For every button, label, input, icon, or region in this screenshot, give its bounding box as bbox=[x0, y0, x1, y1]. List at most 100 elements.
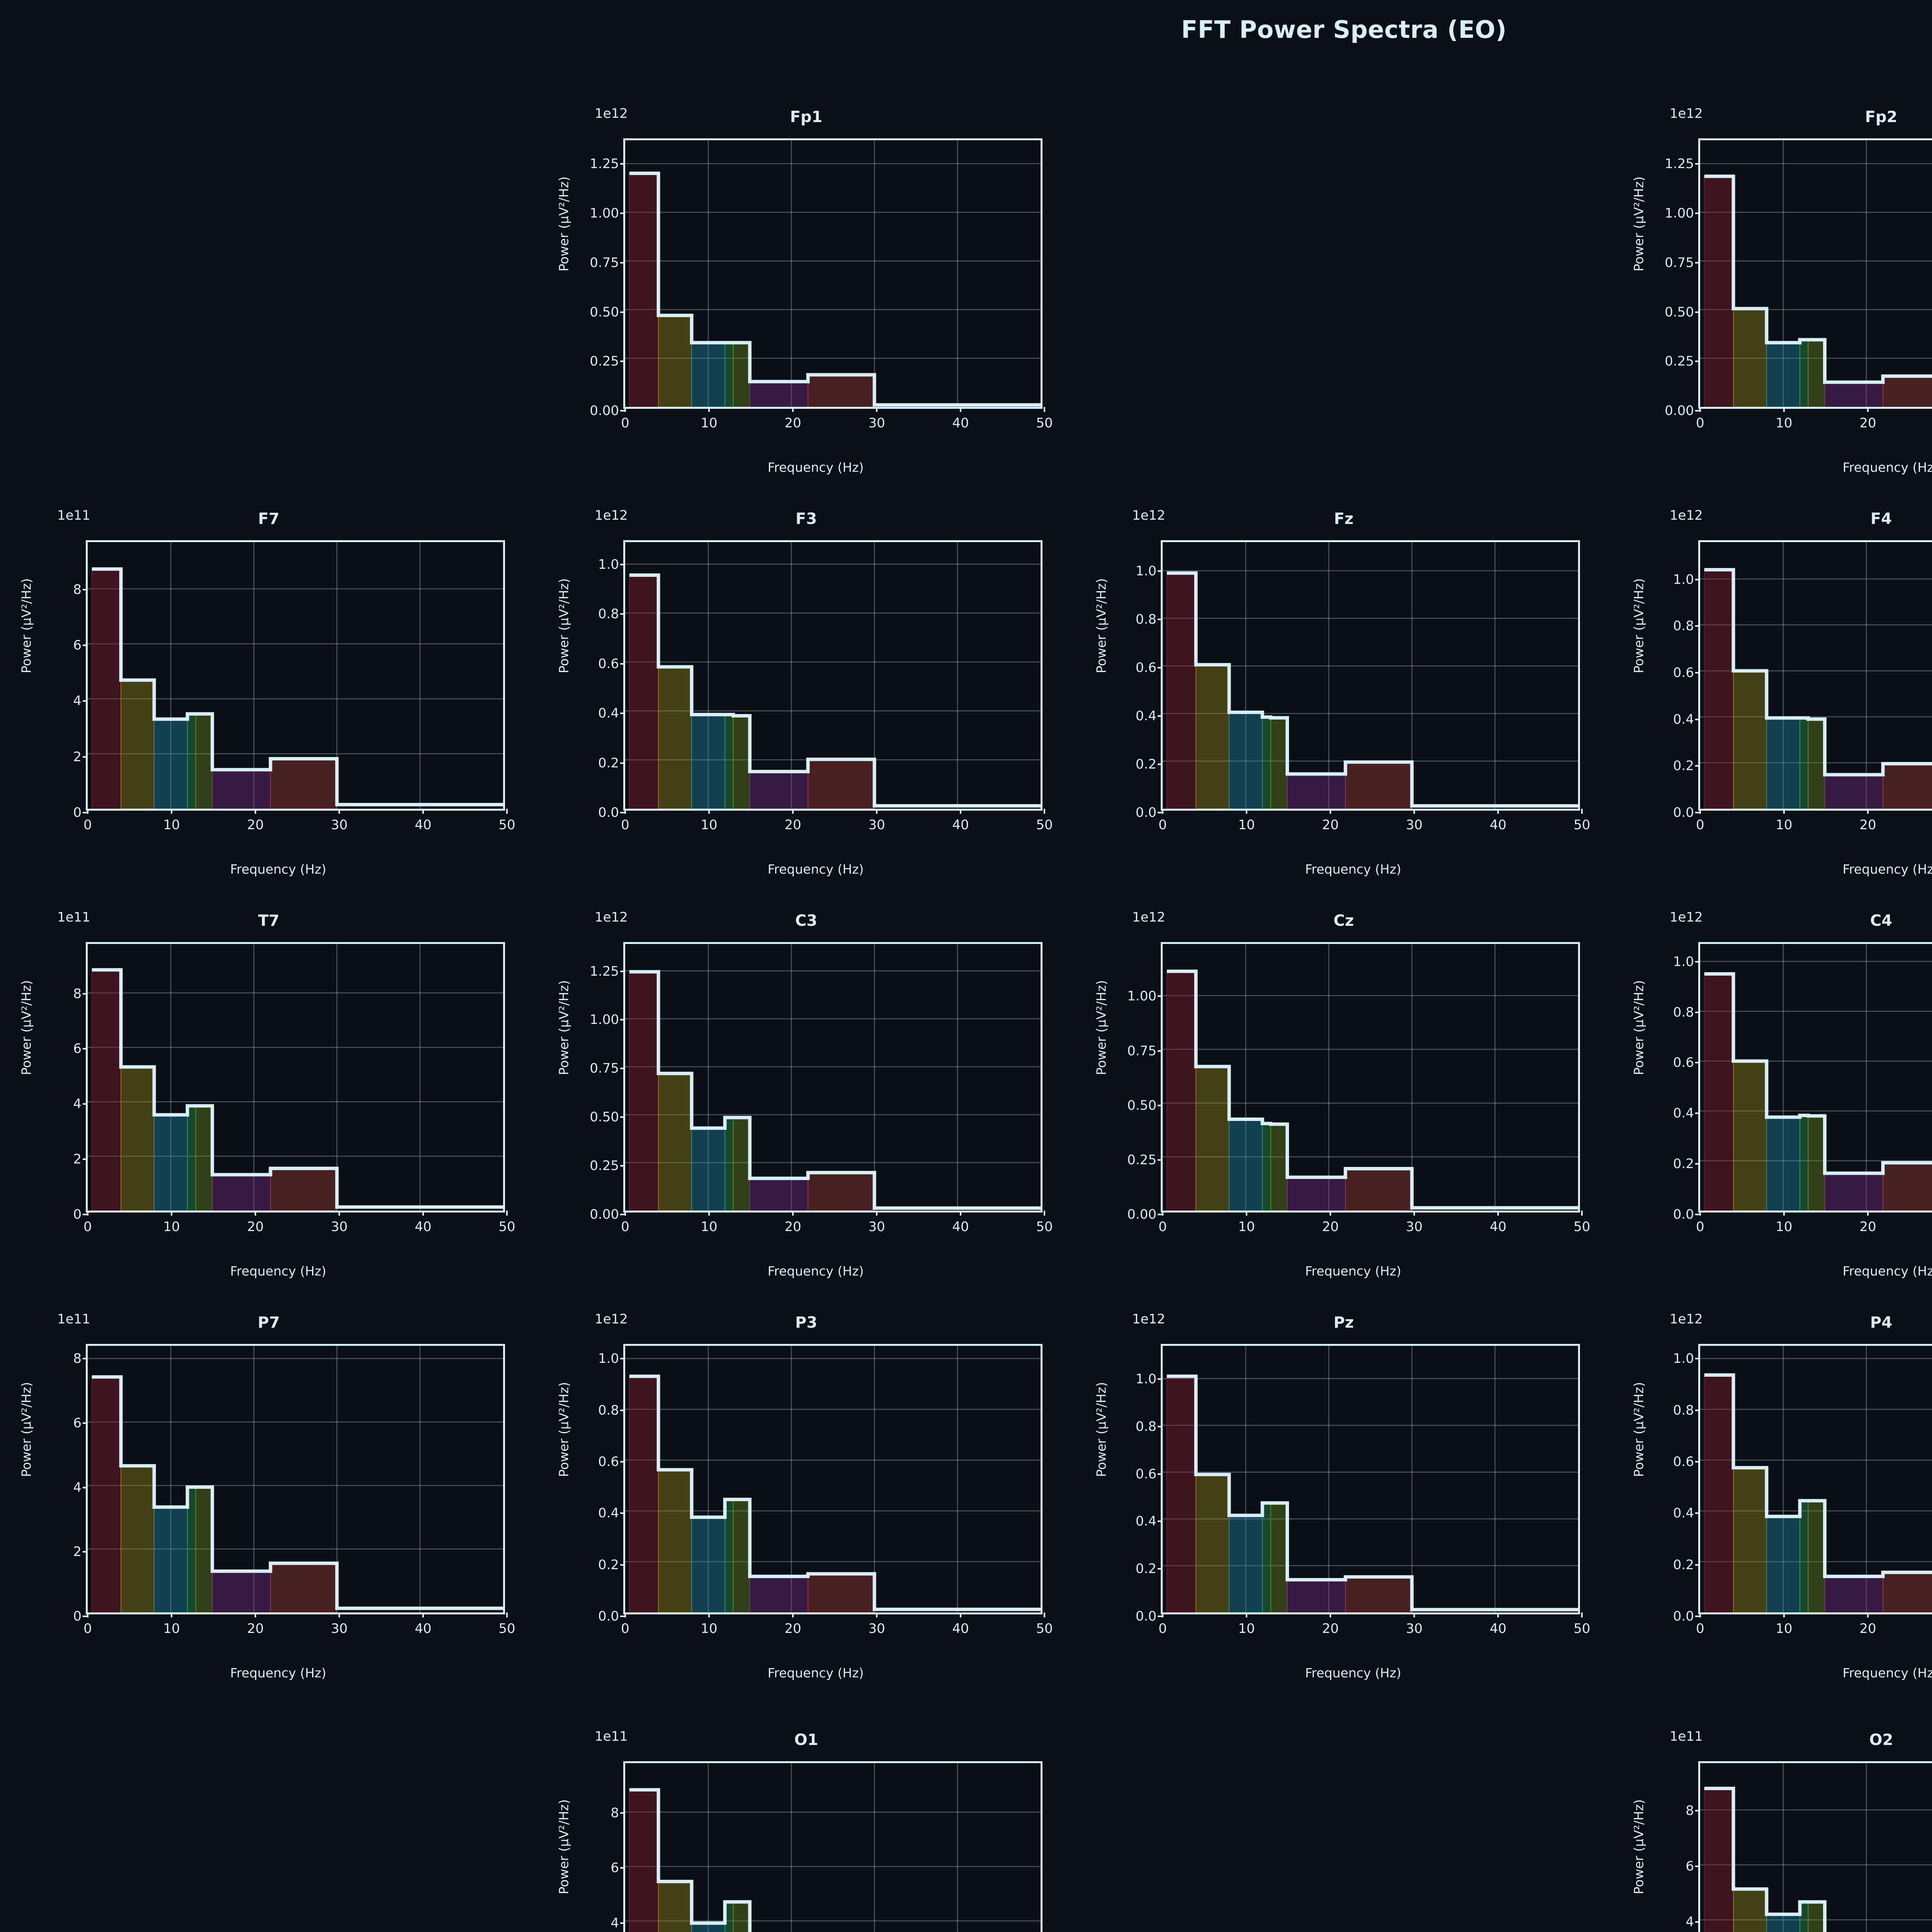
y-tick-label: 0.0 bbox=[1673, 1609, 1694, 1624]
band-alpha bbox=[1766, 1117, 1800, 1211]
y-tick-label: 0.8 bbox=[1673, 1402, 1694, 1418]
y-tick-mark bbox=[1695, 1358, 1700, 1360]
y-tick-label: 8 bbox=[73, 582, 82, 597]
x-tick-mark bbox=[1044, 407, 1045, 412]
band-theta bbox=[1733, 1888, 1767, 1932]
y-tick-mark bbox=[1695, 1512, 1700, 1514]
y-tick-mark bbox=[83, 993, 88, 995]
band-gamma bbox=[1345, 762, 1412, 809]
band-fills bbox=[1166, 1376, 1412, 1612]
y-tick-mark bbox=[1158, 667, 1163, 668]
y-tick-mark bbox=[1158, 570, 1163, 572]
x-tick-label: 50 bbox=[1573, 817, 1590, 833]
band-gamma bbox=[808, 374, 875, 407]
y-tick-label: 0.2 bbox=[598, 1557, 619, 1573]
band-fills bbox=[1704, 569, 1932, 809]
subplot-c4: C4 1e12 Power (μV²/Hz) Frequency (Hz) 0.0 0.2… bbox=[1612, 904, 1932, 1306]
x-tick-label: 20 bbox=[1859, 1621, 1876, 1636]
x-tick-label: 0 bbox=[1696, 1219, 1704, 1235]
band-beta bbox=[749, 771, 808, 809]
band-fills bbox=[1704, 973, 1932, 1211]
x-tick-label: 10 bbox=[701, 1621, 718, 1636]
x-tick-mark bbox=[171, 809, 172, 814]
y-tick-label: 2 bbox=[73, 1151, 82, 1167]
y-tick-mark bbox=[83, 1103, 88, 1105]
x-tick-mark bbox=[171, 1612, 172, 1617]
band-lowbeta bbox=[195, 1486, 213, 1612]
x-tick-label: 0 bbox=[1696, 415, 1704, 431]
x-tick-label: 20 bbox=[784, 1621, 801, 1636]
band-fills bbox=[1166, 573, 1412, 809]
y-tick-mark bbox=[83, 1214, 88, 1215]
x-tick-label: 0 bbox=[621, 1219, 629, 1235]
x-tick-label: 50 bbox=[1573, 1621, 1590, 1636]
band-theta bbox=[121, 1465, 155, 1612]
y-axis-label: Power (μV²/Hz) bbox=[556, 1382, 571, 1477]
y-tick-label: 6 bbox=[1685, 1859, 1694, 1874]
x-tick-mark bbox=[792, 1211, 794, 1216]
y-tick-label: 0.4 bbox=[1673, 1505, 1694, 1521]
y-tick-label: 0.8 bbox=[1135, 1418, 1156, 1434]
x-tick-mark bbox=[1867, 809, 1869, 814]
x-tick-label: 10 bbox=[1776, 1621, 1793, 1636]
y-tick-label: 0.4 bbox=[1135, 1514, 1156, 1529]
x-axis-label: Frequency (Hz) bbox=[1842, 862, 1932, 877]
x-tick-mark bbox=[792, 809, 794, 814]
y-tick-mark bbox=[1695, 1011, 1700, 1013]
subplot-fp1: Fp1 1e12 Power (μV²/Hz) Frequency (Hz) 0.00 0… bbox=[537, 100, 1075, 502]
y-tick-mark bbox=[1695, 1163, 1700, 1165]
y-tick-label: 0.00 bbox=[590, 403, 619, 418]
y-tick-mark bbox=[1158, 995, 1163, 997]
subplot-title: C3 bbox=[795, 912, 818, 930]
band-gamma bbox=[270, 758, 337, 809]
y-tick-label: 2 bbox=[73, 749, 82, 765]
x-tick-label: 20 bbox=[1322, 817, 1339, 833]
y-tick-mark bbox=[83, 588, 88, 590]
subplot-p7: P7 1e11 Power (μV²/Hz) Frequency (Hz) 0 2 4 6 8 0… bbox=[0, 1306, 537, 1708]
x-tick-label: 30 bbox=[868, 1621, 885, 1636]
x-tick-mark bbox=[1246, 809, 1247, 814]
x-tick-label: 40 bbox=[415, 1219, 432, 1235]
y-tick-mark bbox=[1695, 163, 1700, 165]
band-fills bbox=[629, 971, 875, 1211]
y-tick-mark bbox=[620, 1461, 625, 1463]
band-lowbeta bbox=[1270, 1124, 1288, 1211]
band-lowbeta bbox=[1808, 1901, 1825, 1932]
x-tick-mark bbox=[1497, 809, 1499, 814]
band-alpha bbox=[154, 1114, 188, 1211]
x-tick-label: 40 bbox=[952, 415, 969, 431]
x-tick-mark bbox=[1162, 1211, 1163, 1216]
y-axis-offset-text: 1e12 bbox=[1670, 106, 1703, 121]
y-tick-mark bbox=[1695, 765, 1700, 767]
x-tick-label: 10 bbox=[163, 1621, 180, 1636]
band-theta bbox=[1733, 670, 1767, 809]
band-delta bbox=[1704, 973, 1734, 1211]
y-axis-label: Power (μV²/Hz) bbox=[19, 980, 34, 1075]
band-lowbeta bbox=[733, 1499, 750, 1612]
y-tick-label: 0.0 bbox=[1135, 805, 1156, 820]
x-tick-label: 10 bbox=[1776, 415, 1793, 431]
y-tick-label: 0.8 bbox=[598, 1402, 619, 1418]
y-tick-mark bbox=[620, 1068, 625, 1070]
band-fills bbox=[1704, 1788, 1825, 1932]
band-fills bbox=[91, 568, 337, 809]
gridlines bbox=[1700, 140, 1932, 407]
y-tick-mark bbox=[620, 1019, 625, 1021]
y-tick-label: 0.8 bbox=[598, 606, 619, 622]
plot-area: 0 2 4 6 8 0 10 20 30 40 50 bbox=[73, 942, 515, 1235]
y-axis-offset-text: 1e12 bbox=[1132, 508, 1165, 523]
band-lowbeta bbox=[733, 715, 750, 809]
plot-canvas bbox=[88, 944, 503, 1211]
band-alpha bbox=[1766, 342, 1800, 407]
subplot-grid: Fp1 1e12 Power (μV²/Hz) Frequency (Hz) 0.00 0… bbox=[0, 100, 1932, 1932]
x-tick-mark bbox=[87, 1612, 88, 1617]
x-tick-label: 50 bbox=[1036, 817, 1053, 833]
x-tick-mark bbox=[1246, 1612, 1247, 1617]
spectrum-step-line bbox=[1704, 972, 1932, 1175]
gridlines bbox=[625, 944, 1041, 1211]
x-axis-label: Frequency (Hz) bbox=[1305, 1264, 1401, 1279]
y-axis-offset-text: 1e12 bbox=[1670, 1311, 1703, 1327]
x-axis-label: Frequency (Hz) bbox=[1842, 460, 1932, 475]
